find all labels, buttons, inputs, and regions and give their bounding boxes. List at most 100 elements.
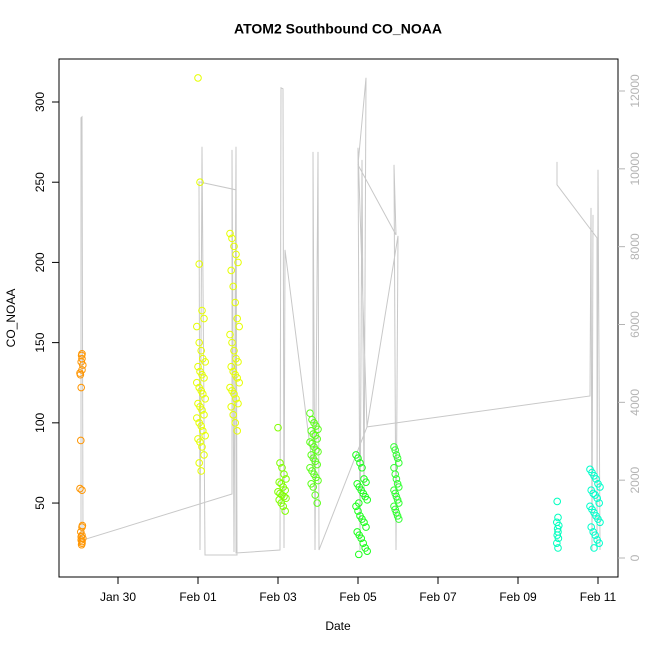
- point: [195, 260, 203, 268]
- point: [395, 515, 403, 523]
- point: [200, 451, 208, 459]
- point: [78, 537, 86, 546]
- point: [393, 479, 402, 488]
- y-axis-label: CO_NOAA: [4, 289, 18, 348]
- point: [198, 306, 206, 315]
- point: [596, 483, 604, 491]
- point: [282, 494, 290, 503]
- x-tick-label: Feb 11: [580, 590, 617, 604]
- point: [312, 446, 320, 454]
- point: [77, 436, 85, 445]
- point: [309, 483, 318, 491]
- point: [553, 497, 562, 506]
- point: [78, 366, 86, 374]
- point: [392, 451, 401, 459]
- point: [195, 459, 203, 467]
- point: [194, 362, 202, 371]
- point: [230, 390, 238, 398]
- point: [392, 492, 401, 501]
- point: [391, 470, 400, 478]
- point: [196, 178, 204, 187]
- point: [229, 282, 237, 291]
- point: [314, 425, 322, 434]
- point: [352, 502, 360, 511]
- point: [311, 491, 320, 499]
- point: [233, 314, 241, 323]
- point: [201, 431, 209, 440]
- point: [395, 459, 403, 467]
- point: [200, 411, 208, 419]
- point: [391, 489, 400, 498]
- point: [200, 374, 208, 382]
- point: [227, 266, 235, 275]
- point: [359, 539, 368, 547]
- y-tick-label: 100: [33, 413, 47, 433]
- point: [276, 459, 284, 467]
- point: [227, 402, 235, 411]
- point: [360, 518, 368, 527]
- point: [201, 358, 209, 366]
- point: [226, 330, 234, 339]
- point: [197, 422, 205, 430]
- point: [193, 378, 201, 387]
- point: [362, 478, 370, 486]
- point: [355, 550, 363, 559]
- point: [354, 507, 362, 515]
- plot-frame: [58, 58, 619, 578]
- point: [193, 414, 201, 422]
- point: [392, 475, 401, 483]
- x-tick-label: Feb 01: [179, 590, 217, 604]
- point: [193, 322, 201, 331]
- point: [197, 346, 205, 355]
- point: [282, 475, 290, 483]
- point: [358, 463, 366, 472]
- point: [197, 467, 205, 475]
- chart-title: ATOM2 Southbound CO_NOAA: [234, 21, 442, 37]
- point: [390, 443, 398, 451]
- point: [77, 532, 85, 541]
- point: [78, 521, 87, 530]
- point: [590, 544, 598, 552]
- point: [314, 476, 322, 485]
- point: [275, 478, 284, 486]
- y-tick-label: 300: [33, 92, 47, 112]
- point: [234, 399, 242, 408]
- x-tick-label: Feb 03: [259, 590, 297, 604]
- point: [274, 423, 282, 432]
- point: [232, 250, 240, 259]
- point: [393, 496, 402, 504]
- x-tick-label: Feb 05: [339, 590, 377, 604]
- point: [391, 505, 400, 514]
- point: [230, 242, 238, 251]
- point: [195, 338, 203, 347]
- point: [226, 229, 234, 238]
- point: [235, 378, 243, 387]
- x-axis-label: Date: [325, 619, 351, 633]
- point: [357, 534, 366, 543]
- point: [313, 460, 322, 469]
- point: [198, 406, 206, 414]
- x-tick-label: Feb 07: [419, 590, 457, 604]
- point: [231, 298, 239, 307]
- point: [356, 459, 364, 467]
- point: [78, 354, 86, 363]
- point: [198, 443, 206, 451]
- point: [199, 427, 207, 435]
- point: [306, 438, 314, 446]
- point: [553, 539, 561, 547]
- point: [589, 489, 598, 498]
- point: [200, 314, 208, 323]
- point: [280, 470, 288, 478]
- point: [228, 338, 236, 347]
- point: [391, 446, 400, 454]
- point: [390, 486, 398, 495]
- y2-tick-label: 2000: [628, 467, 642, 494]
- point: [553, 531, 562, 539]
- y2-tick-label: 6000: [628, 311, 642, 338]
- point: [77, 351, 86, 360]
- point: [313, 499, 322, 507]
- point: [390, 502, 398, 511]
- point: [593, 494, 602, 503]
